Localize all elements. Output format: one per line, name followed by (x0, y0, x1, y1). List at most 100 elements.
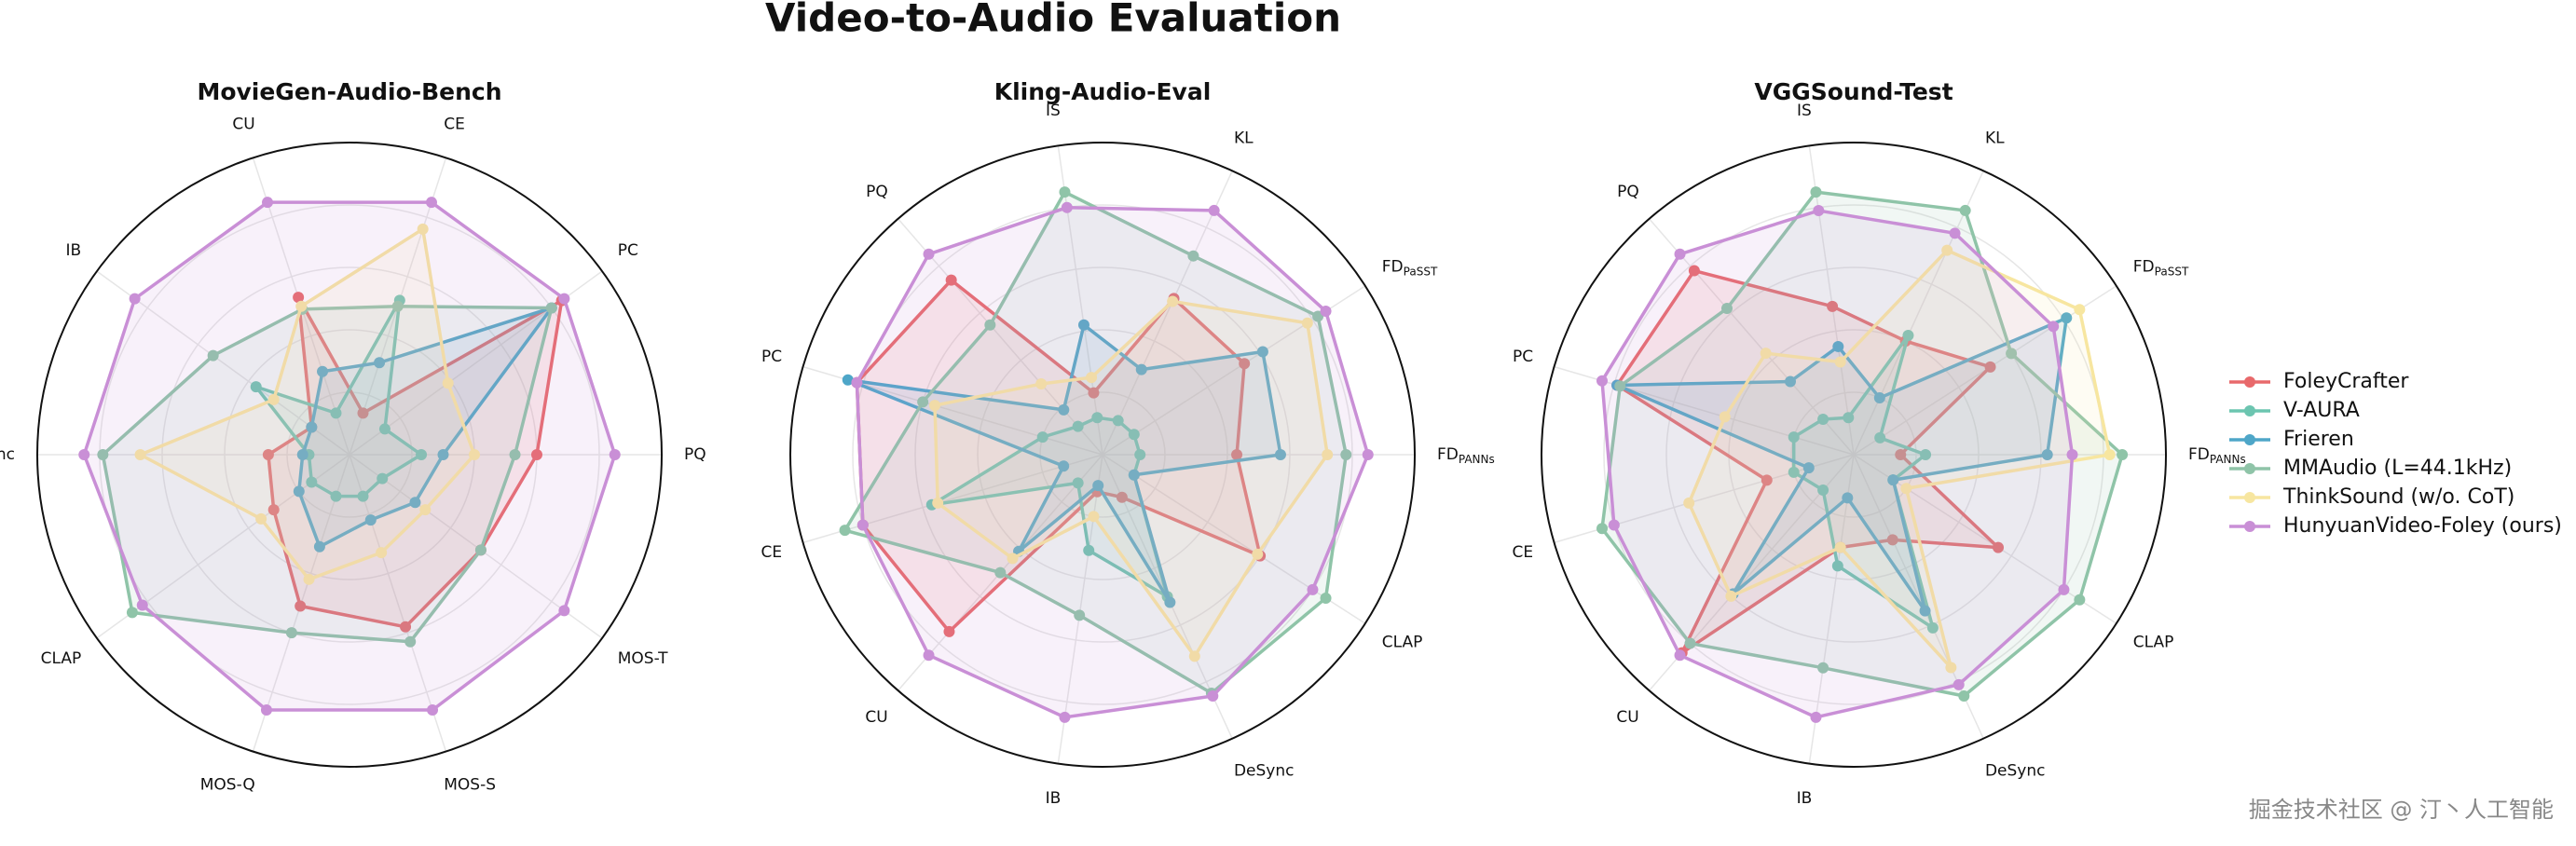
series-point (427, 703, 439, 716)
legend-text: V-AURA (2283, 399, 2360, 422)
spoke (1853, 170, 1984, 456)
series-point (1077, 319, 1089, 331)
series-area (1600, 209, 2075, 719)
series-point (842, 374, 854, 386)
series-point (1895, 449, 1907, 460)
series-point (1813, 205, 1825, 217)
series-point (1984, 361, 1996, 373)
axis-label-main: CE (1512, 543, 1533, 562)
axis-label-main: FD (1437, 445, 1459, 464)
legend-marker (2244, 463, 2255, 474)
series-point (2006, 348, 2018, 360)
series-point (400, 621, 412, 633)
series-point (374, 357, 386, 369)
series-point (1036, 431, 1048, 443)
axis-label: CLAP (1382, 634, 1423, 652)
series-point (1688, 265, 1700, 277)
series-point (1187, 250, 1199, 262)
series-point (928, 400, 940, 412)
series-point (1059, 711, 1071, 723)
series-point (303, 573, 315, 585)
series-point (545, 302, 557, 314)
series-point (134, 449, 146, 460)
legend-marker (2244, 521, 2255, 532)
axis-label: FDPANNs (2188, 445, 2246, 466)
series-point (1058, 460, 1070, 472)
series-point (1188, 650, 1200, 662)
series-point (1059, 186, 1071, 198)
series-point (1320, 592, 1332, 604)
series-point (416, 449, 428, 460)
series-area (855, 205, 1370, 719)
axis-label-main: CLAP (2133, 634, 2174, 652)
series-point (1953, 678, 1965, 690)
axis-label-main: CE (444, 115, 465, 133)
axis-label: CE (444, 115, 465, 133)
series-point (2117, 449, 2129, 460)
axis-label-main: CU (1616, 708, 1638, 727)
series-point (945, 274, 957, 286)
series-point (1083, 544, 1095, 556)
series-point (1919, 605, 1931, 617)
series-point (1252, 548, 1264, 560)
axis-label: DeSync (1234, 761, 1295, 780)
series-point (1207, 690, 1219, 703)
axis-label-main: CE (760, 543, 782, 562)
series-point (1274, 449, 1286, 460)
series-point (1832, 340, 1844, 352)
series-point (1817, 662, 1829, 674)
legend: FoleyCrafter V-AURA Frieren MMAudio (L=44.1… (2229, 370, 2562, 538)
series-area (1600, 190, 2124, 698)
series-area (1687, 248, 2112, 670)
axis-label: MOS-S (444, 776, 496, 795)
chart-title: VGGSound-Test (1754, 78, 1953, 105)
axis-label: PC (1513, 348, 1533, 366)
main-title: Video-to-Audio Evaluation (765, 0, 1341, 41)
spoke (802, 454, 1103, 544)
legend-marker (2244, 376, 2255, 388)
series-point (1340, 449, 1352, 460)
series-point (1614, 380, 1626, 392)
axis-label: IB (66, 241, 82, 260)
series-point (2103, 449, 2116, 460)
series-point (1239, 358, 1251, 370)
series-point (1900, 483, 1912, 495)
series-area (82, 200, 617, 712)
axis-label-main: PQ (866, 183, 888, 201)
series-point (1941, 244, 1953, 256)
axis-label: KL (1234, 130, 1254, 148)
series-point (1949, 227, 1961, 239)
series-point (923, 248, 935, 260)
spoke (1102, 170, 1233, 456)
chart-title: Kling-Audio-Eval (994, 78, 1212, 105)
axis-label-main: MOS-T (618, 649, 668, 668)
series-point (1993, 541, 2005, 553)
series-point (364, 514, 377, 526)
series-point (293, 292, 305, 304)
series-point (250, 381, 262, 393)
axis-label: PQ (1617, 183, 1639, 201)
axis-label-main: PQ (684, 445, 706, 464)
series-point (1301, 317, 1313, 329)
axis-label-main: IB (1046, 789, 1062, 808)
series-point (377, 472, 389, 484)
axis-label: FDPANNs (1437, 445, 1495, 466)
series-point (1920, 449, 1932, 460)
series-point (267, 393, 280, 405)
series-point (1760, 348, 1772, 360)
series-point (442, 377, 454, 389)
series-point (1802, 462, 1815, 474)
series-point (1843, 412, 1855, 424)
series-point (1231, 449, 1243, 460)
series-point (917, 396, 929, 408)
series-point (609, 449, 621, 460)
series-point (1674, 649, 1686, 662)
axis-label: IS (1797, 102, 1812, 120)
radar-chart: MovieGen-Audio-Bench PQ PC CE CU IB DeSync CLAP… (0, 78, 706, 795)
series-point (1874, 431, 1886, 443)
axis-label: IS (1046, 102, 1061, 120)
series-point (1061, 201, 1073, 213)
axis-label-main: CLAP (1382, 634, 1423, 652)
axis-label: IB (1797, 789, 1813, 808)
series-point (851, 376, 863, 389)
